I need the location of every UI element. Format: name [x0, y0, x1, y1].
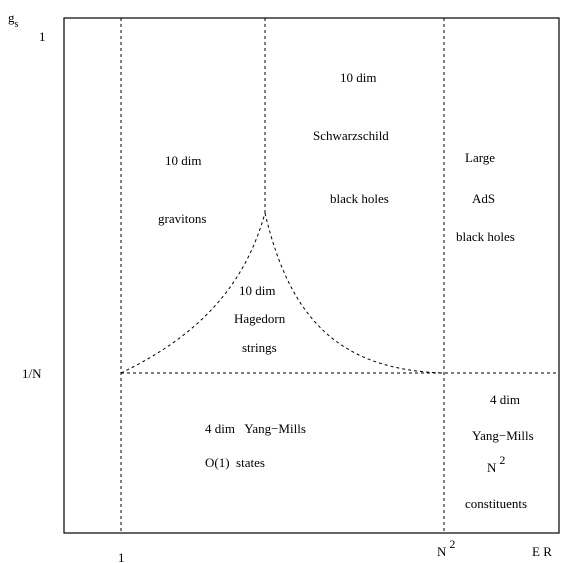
- region-yang-mills-line2: O(1) states: [205, 455, 265, 470]
- region-hagedorn-line2: Hagedorn: [234, 311, 286, 326]
- region-ads-line1: Large: [465, 150, 495, 165]
- region-gravitons-line2: gravitons: [158, 211, 206, 226]
- plot-frame: [63, 17, 560, 534]
- region-constituents-line4: constituents: [465, 496, 527, 511]
- region-constituents-line2: Yang−Mills: [472, 428, 534, 443]
- region-yang-mills-line1: 4 dim Yang−Mills: [205, 421, 306, 436]
- boundary-hagedorn-right-curve: [264, 212, 445, 374]
- region-gravitons-line1: 10 dim: [165, 153, 201, 168]
- boundary-hagedorn-left-curve: [120, 212, 266, 374]
- y-tick-top: 1: [39, 29, 46, 44]
- y-tick-mid: 1/N: [22, 366, 42, 381]
- region-constituents-line1: 4 dim: [490, 392, 520, 407]
- region-hagedorn-line1: 10 dim: [239, 283, 275, 298]
- region-ads-line3: black holes: [456, 229, 515, 244]
- region-hagedorn-line3: strings: [242, 340, 277, 355]
- y-axis-label: gs: [8, 10, 19, 30]
- region-schwarzschild-line1: 10 dim: [340, 70, 376, 85]
- x-tick-left: 1: [118, 550, 125, 563]
- x-axis-label: E R: [532, 544, 552, 559]
- region-schwarzschild-line2: Schwarzschild: [313, 128, 389, 143]
- region-schwarzschild-line3: black holes: [330, 191, 389, 206]
- region-ads-line2: AdS: [472, 191, 495, 206]
